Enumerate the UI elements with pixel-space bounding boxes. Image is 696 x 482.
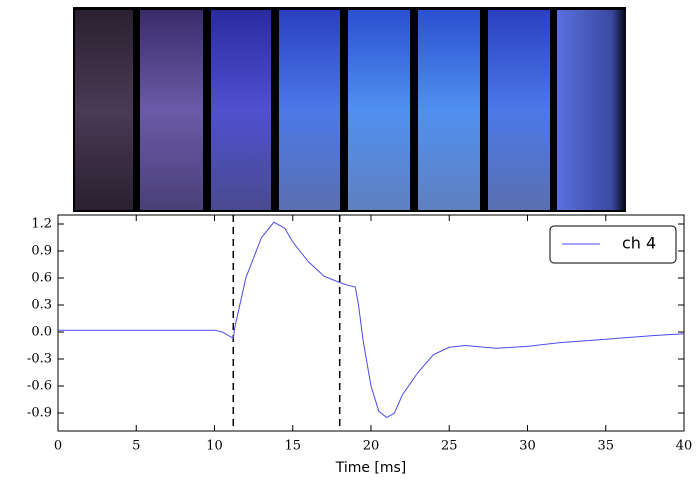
data-line (58, 221, 685, 419)
legend-label: ch 4 (622, 234, 656, 253)
frame (211, 10, 271, 210)
y-tick-label: 0.3 (31, 298, 52, 313)
frame-strip (73, 7, 626, 212)
frame (75, 10, 133, 210)
x-axis-label: Time [ms] (335, 460, 407, 476)
y-tick-label: 1.2 (31, 217, 52, 232)
y-tick-label: -0.9 (27, 406, 52, 421)
x-tick-label: 35 (597, 439, 614, 454)
x-tick-label: 10 (206, 439, 223, 454)
x-tick-label: 40 (676, 439, 693, 454)
frame (279, 10, 340, 210)
frame (488, 10, 550, 210)
legend-box (549, 225, 677, 264)
y-tick-label: 0.9 (31, 244, 52, 259)
x-tick-label: 25 (441, 439, 458, 454)
y-tick-label: -0.6 (27, 379, 52, 394)
frame (418, 10, 480, 210)
x-tick-label: 15 (284, 439, 301, 454)
y-tick-label: -0.3 (27, 352, 52, 367)
x-tick-label: 5 (132, 439, 140, 454)
x-tick-label: 30 (519, 439, 536, 454)
y-tick-label: 0.0 (31, 325, 52, 340)
y-tick-label: 0.6 (31, 271, 52, 286)
x-tick-label: 20 (363, 439, 380, 454)
x-tick-label: 0 (54, 439, 62, 454)
frame (348, 10, 410, 210)
frame (557, 10, 626, 210)
frame (140, 10, 203, 210)
